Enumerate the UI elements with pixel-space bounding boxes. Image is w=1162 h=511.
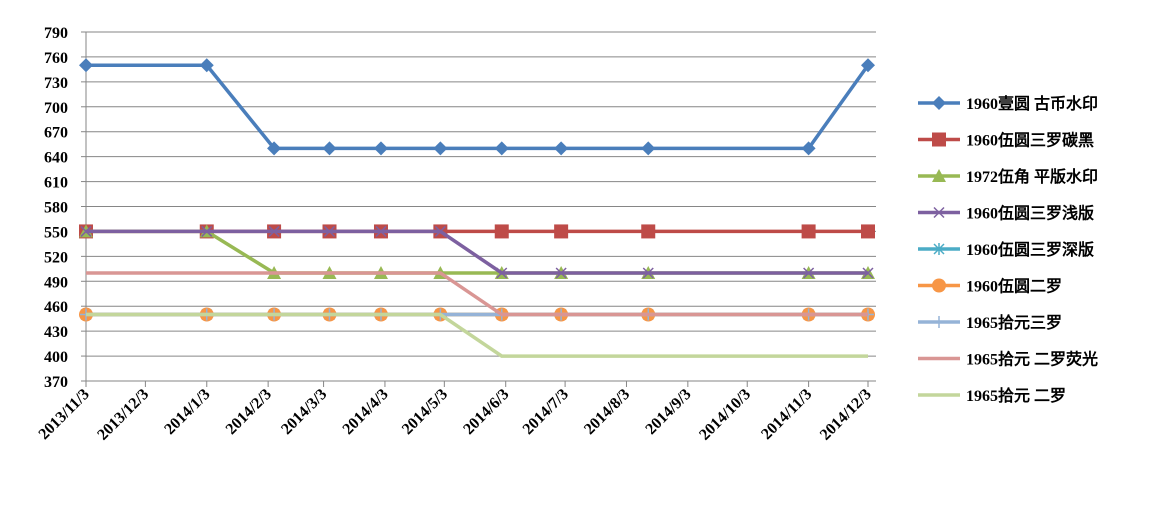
legend-label: 1960伍圆二罗 — [966, 277, 1062, 296]
y-tick-label: 790 — [44, 25, 68, 42]
series-line — [86, 271, 868, 317]
marker — [801, 141, 816, 156]
y-tick-label: 400 — [44, 349, 68, 366]
legend-label: 1960伍圆三罗浅版 — [966, 204, 1094, 223]
legend-label: 1965拾元 二罗 — [966, 386, 1066, 405]
series-line — [86, 312, 868, 358]
y-tick-label: 490 — [44, 274, 68, 291]
x-tick-label: 2014/12/3 — [817, 386, 875, 444]
legend-label: 1960伍圆三罗碳黑 — [966, 131, 1094, 150]
x-tick-label: 2014/11/3 — [758, 386, 815, 443]
marker — [932, 278, 946, 293]
legend-label: 1960壹圆 古币水印 — [966, 94, 1098, 113]
legend-label: 1972伍角 平版水印 — [966, 167, 1098, 186]
x-tick-label: 2014/3/3 — [278, 386, 330, 438]
y-tick-label: 700 — [44, 100, 68, 117]
y-tick-label: 670 — [44, 125, 68, 142]
y-tick-label: 640 — [44, 150, 68, 167]
marker — [641, 224, 656, 239]
x-tick-label: 2014/10/3 — [696, 386, 754, 444]
marker — [322, 141, 337, 156]
x-tick-label: 2014/2/3 — [223, 386, 275, 438]
x-tick-label: 2014/5/3 — [399, 386, 451, 438]
y-tick-label: 460 — [44, 299, 68, 316]
marker — [375, 225, 387, 237]
marker — [861, 58, 875, 73]
x-tick-label: 2013/12/3 — [94, 386, 152, 444]
y-tick-label: 580 — [44, 200, 68, 217]
marker — [861, 224, 875, 239]
x-tick-label: 2014/8/3 — [581, 386, 633, 438]
marker — [494, 224, 509, 239]
marker — [862, 267, 874, 279]
marker — [199, 58, 214, 73]
marker — [268, 225, 280, 237]
marker — [373, 141, 388, 156]
marker — [933, 316, 945, 328]
y-tick-label: 430 — [44, 324, 68, 341]
marker — [267, 141, 282, 156]
marker — [932, 169, 946, 182]
x-tick-label: 2014/1/3 — [161, 386, 213, 438]
marker — [803, 267, 815, 279]
y-tick-label: 520 — [44, 249, 68, 266]
legend-label: 1965拾元三罗 — [966, 313, 1062, 332]
marker — [323, 225, 336, 237]
y-tick-label: 760 — [44, 50, 68, 67]
marker — [80, 225, 92, 237]
marker — [641, 141, 656, 156]
marker — [433, 141, 448, 156]
marker — [801, 224, 816, 239]
marker — [496, 267, 508, 279]
marker — [201, 225, 213, 237]
marker — [933, 243, 945, 255]
x-tick-label: 2014/6/3 — [460, 386, 512, 438]
marker — [932, 96, 946, 110]
y-tick-label: 370 — [44, 374, 68, 391]
marker — [555, 267, 567, 279]
marker — [494, 141, 509, 156]
y-tick-label: 610 — [44, 175, 68, 192]
y-tick-label: 550 — [44, 224, 68, 241]
y-tick-label: 730 — [44, 75, 68, 92]
x-tick-label: 2014/4/3 — [340, 386, 392, 438]
marker — [79, 58, 93, 73]
marker — [554, 224, 569, 239]
x-tick-label: 2014/7/3 — [520, 386, 572, 438]
x-tick-label: 2014/9/3 — [642, 386, 694, 438]
marker — [554, 141, 569, 156]
marker — [434, 225, 446, 237]
legend-label: 1965拾元 二罗荧光 — [966, 350, 1098, 369]
x-tick-label: 2013/11/3 — [36, 386, 93, 443]
marker — [642, 267, 654, 279]
marker — [932, 132, 946, 147]
marker — [933, 206, 945, 219]
legend-label: 1960伍圆三罗深版 — [966, 240, 1094, 259]
